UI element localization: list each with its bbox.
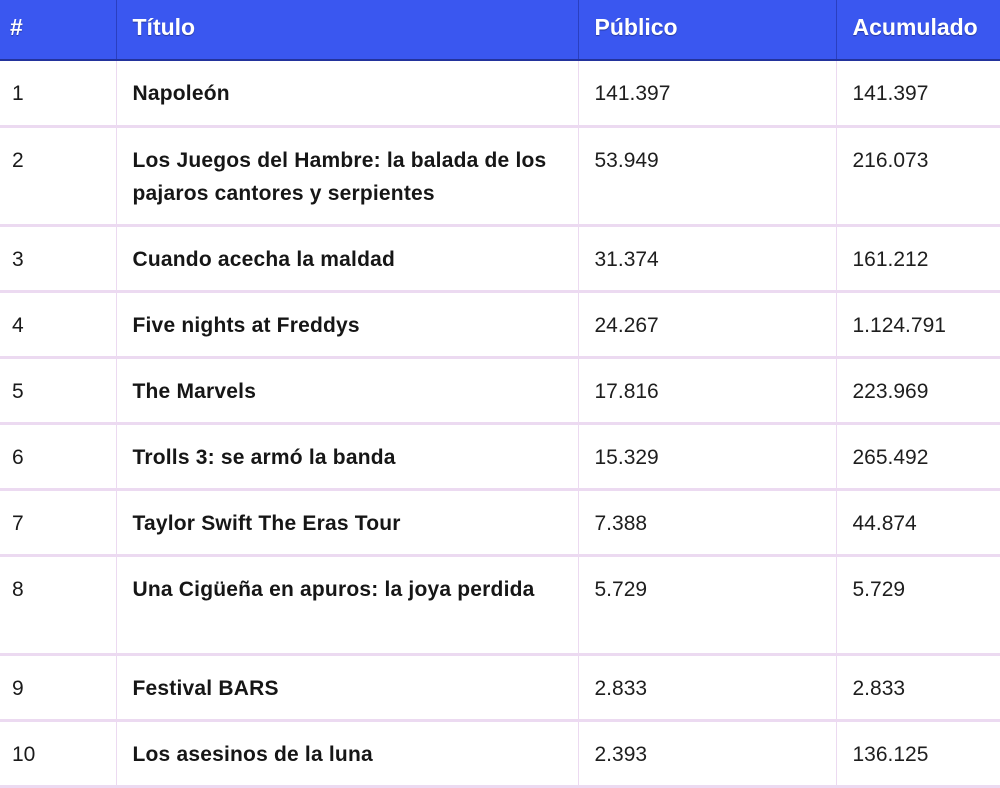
accumulated-cell: 1.124.791: [836, 291, 1000, 359]
table-row: 3 Cuando acecha la maldad 31.374 161.212: [0, 225, 1000, 293]
header-title[interactable]: Título: [116, 0, 579, 61]
header-public[interactable]: Público: [578, 0, 837, 61]
public-cell: 5.729: [578, 555, 837, 656]
rank-cell: 7: [0, 489, 117, 557]
title-cell: Trolls 3: se armó la banda: [116, 423, 579, 491]
accumulated-cell: 141.397: [836, 60, 1000, 128]
public-cell: 24.267: [578, 291, 837, 359]
rank-cell: 8: [0, 555, 117, 656]
rank-cell: 9: [0, 654, 117, 722]
accumulated-cell: 223.969: [836, 357, 1000, 425]
table-row: 10 Los asesinos de la luna 2.393 136.125: [0, 720, 1000, 788]
title-cell: The Marvels: [116, 357, 579, 425]
public-cell: 2.393: [578, 720, 837, 788]
title-cell: Los asesinos de la luna: [116, 720, 579, 788]
title-cell: Cuando acecha la maldad: [116, 225, 579, 293]
rank-cell: 4: [0, 291, 117, 359]
accumulated-cell: 161.212: [836, 225, 1000, 293]
rank-cell: 6: [0, 423, 117, 491]
accumulated-cell: 44.874: [836, 489, 1000, 557]
header-accumulated[interactable]: Acumulado: [836, 0, 1000, 61]
accumulated-cell: 265.492: [836, 423, 1000, 491]
public-cell: 7.388: [578, 489, 837, 557]
table-row: 5 The Marvels 17.816 223.969: [0, 357, 1000, 425]
table-row: 9 Festival BARS 2.833 2.833: [0, 654, 1000, 722]
table-row: 8 Una Cigüeña en apuros: la joya perdida…: [0, 555, 1000, 656]
public-cell: 53.949: [578, 126, 837, 227]
table-row: 4 Five nights at Freddys 24.267 1.124.79…: [0, 291, 1000, 359]
rank-cell: 1: [0, 60, 117, 128]
public-cell: 31.374: [578, 225, 837, 293]
public-cell: 17.816: [578, 357, 837, 425]
rank-cell: 5: [0, 357, 117, 425]
table-header: # Título Público Acumulado: [0, 0, 1000, 61]
title-cell: Napoleón: [116, 60, 579, 128]
rank-cell: 3: [0, 225, 117, 293]
accumulated-cell: 2.833: [836, 654, 1000, 722]
public-cell: 15.329: [578, 423, 837, 491]
title-cell: Una Cigüeña en apuros: la joya perdida: [116, 555, 579, 656]
table-row: 7 Taylor Swift The Eras Tour 7.388 44.87…: [0, 489, 1000, 557]
title-cell: Los Juegos del Hambre: la balada de los …: [116, 126, 579, 227]
accumulated-cell: 216.073: [836, 126, 1000, 227]
header-row: # Título Público Acumulado: [0, 0, 1000, 61]
title-cell: Festival BARS: [116, 654, 579, 722]
public-cell: 2.833: [578, 654, 837, 722]
header-rank[interactable]: #: [0, 0, 117, 61]
rank-cell: 2: [0, 126, 117, 227]
title-cell: Five nights at Freddys: [116, 291, 579, 359]
rank-cell: 10: [0, 720, 117, 788]
public-cell: 141.397: [578, 60, 837, 128]
table-row: 6 Trolls 3: se armó la banda 15.329 265.…: [0, 423, 1000, 491]
table-body: 1 Napoleón 141.397 141.397 2 Los Juegos …: [0, 60, 1000, 788]
table-row: 2 Los Juegos del Hambre: la balada de lo…: [0, 126, 1000, 227]
accumulated-cell: 136.125: [836, 720, 1000, 788]
accumulated-cell: 5.729: [836, 555, 1000, 656]
table-row: 1 Napoleón 141.397 141.397: [0, 60, 1000, 128]
title-cell: Taylor Swift The Eras Tour: [116, 489, 579, 557]
